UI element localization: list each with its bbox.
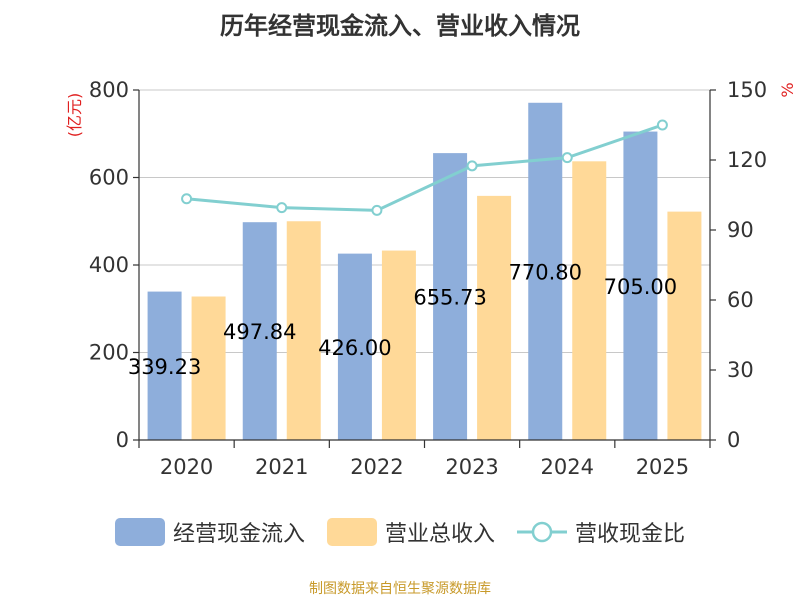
bar-revenue-2023 (477, 195, 512, 440)
ratio-point-2023 (466, 160, 478, 172)
ratio-point-2020 (181, 193, 193, 205)
x-tick-label-2020: 2020 (160, 455, 213, 479)
bars (147, 102, 702, 441)
data-label-cash-inflow-2025: 705.00 (604, 275, 677, 299)
legend-label-cash-inflow: 经营现金流入 (172, 522, 305, 547)
left-tick-label: 0 (116, 428, 129, 452)
left-tick-label: 400 (89, 253, 129, 277)
x-tick-label-2023: 2023 (445, 455, 498, 479)
legend-swatch-ratio-line (517, 521, 567, 543)
left-tick-label: 800 (89, 78, 129, 102)
x-tick-label-2021: 2021 (255, 455, 308, 479)
right-axis-unit: % (778, 82, 797, 97)
right-tick-label: 0 (727, 428, 740, 452)
ratio-point-2024 (561, 152, 573, 164)
ratio-line-series (181, 119, 668, 216)
source-note: 制图数据来自恒生聚源数据库 (309, 581, 491, 597)
right-tick-label: 60 (727, 288, 754, 312)
x-tick-label-2022: 2022 (350, 455, 403, 479)
data-label-cash-inflow-2022: 426.00 (318, 336, 391, 360)
data-label-cash-inflow-2020: 339.23 (128, 355, 201, 379)
data-label-cash-inflow-2023: 655.73 (413, 286, 486, 310)
right-tick-label: 120 (727, 148, 767, 172)
bar-revenue-2024 (572, 161, 607, 440)
ratio-point-2021 (276, 202, 288, 214)
chart-legend: 经营现金流入 营业总收入 营收现金比 (0, 516, 800, 548)
bar-cash-inflow-2021 (242, 222, 277, 440)
ratio-line (186, 123, 663, 212)
data-label-cash-inflow-2021: 497.84 (223, 320, 296, 344)
left-tick-label: 200 (89, 341, 129, 365)
legend-label-ratio: 营收现金比 (575, 522, 686, 547)
legend-item-ratio[interactable]: 营收现金比 (517, 516, 685, 548)
bar-cash-inflow-2022 (337, 253, 372, 440)
bar-revenue-2025 (667, 211, 702, 440)
right-tick-label: 30 (727, 358, 754, 382)
bar-cash-inflow-2025 (623, 131, 658, 440)
grid-lines (139, 89, 710, 353)
left-tick-label: 600 (89, 166, 129, 190)
right-tick-label: 150 (727, 78, 767, 102)
ratio-point-2025 (656, 119, 668, 131)
bar-revenue-2020 (191, 296, 226, 440)
bar-cash-inflow-2023 (433, 153, 468, 441)
bar-revenue-2022 (381, 250, 416, 440)
x-tick-label-2025: 2025 (636, 455, 689, 479)
legend-item-revenue[interactable]: 营业总收入 (326, 516, 495, 548)
legend-swatch-cash-inflow (114, 518, 165, 546)
data-labels: 339.23 497.84 426.00 655.73 770.80 705.00 (128, 260, 677, 378)
legend-swatch-revenue (326, 518, 377, 546)
chart-title: 历年经营现金流入、营业收入情况 (220, 12, 580, 40)
legend-label-revenue: 营业总收入 (384, 522, 495, 547)
data-label-cash-inflow-2024: 770.80 (509, 260, 582, 284)
legend-item-cash-inflow[interactable]: 经营现金流入 (114, 516, 305, 548)
bar-revenue-2021 (286, 221, 321, 440)
right-tick-label: 90 (727, 218, 754, 242)
ratio-point-2022 (371, 204, 383, 216)
left-axis-unit: (亿元) (65, 93, 84, 138)
axes: 0 200 400 600 800 0 30 60 90 120 150 2020 2021 2022 20… (65, 78, 797, 479)
bar-cash-inflow-2020 (147, 291, 182, 440)
x-tick-label-2024: 2024 (541, 455, 594, 479)
